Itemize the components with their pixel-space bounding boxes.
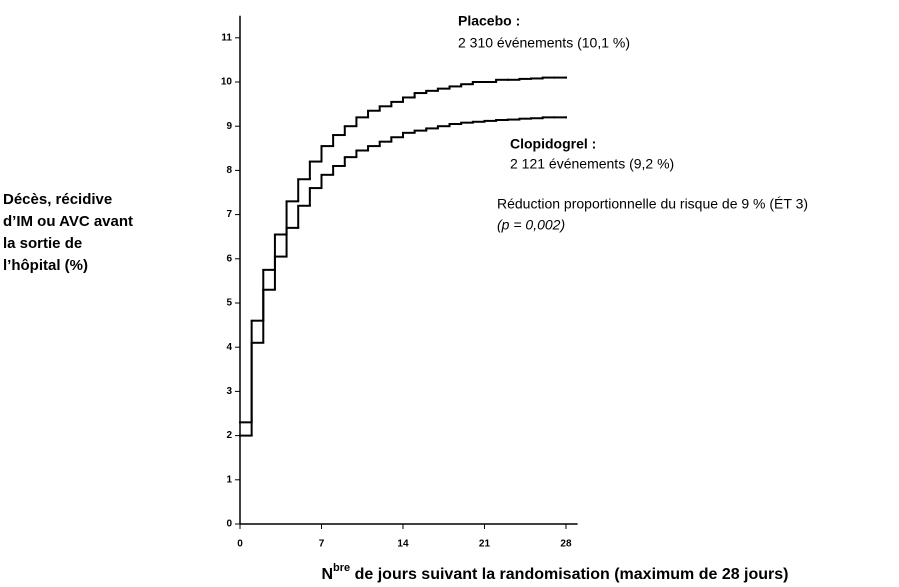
x-tick-label: 0	[237, 539, 243, 550]
y-tick-label: 9	[226, 121, 232, 132]
x-tick-label: 14	[397, 539, 409, 550]
series-label: Placebo :	[458, 13, 520, 29]
y-tick-label: 11	[221, 32, 232, 43]
x-tick-label: 7	[319, 539, 325, 550]
x-label-superscript: bre	[333, 562, 350, 574]
y-tick-label: 7	[226, 209, 232, 220]
x-label-part: N	[321, 566, 333, 583]
y-label-line: d’IM ou AVC avant	[3, 213, 133, 230]
y-tick-label: 6	[226, 253, 232, 264]
annotation: Réduction proportionnelle du risque de 9…	[497, 196, 808, 212]
y-tick-label: 3	[226, 386, 232, 397]
y-label-line: l’hôpital (%)	[3, 257, 88, 274]
y-tick-label: 2	[226, 430, 232, 441]
y-tick-label: 5	[226, 298, 232, 309]
x-label-part: de jours suivant la randomisation (maxim…	[350, 566, 788, 583]
y-tick-label: 0	[226, 519, 232, 530]
y-axis-label: Décès, récidive d’IM ou AVC avant la sor…	[3, 191, 133, 274]
series-label: Clopidogrel :	[510, 136, 596, 152]
y-tick-label: 4	[226, 342, 232, 353]
series-annotation: 2 310 événements (10,1 %)	[458, 35, 630, 51]
y-tick-label: 1	[226, 474, 232, 485]
y-tick-label: 10	[221, 77, 233, 88]
y-label-line: Décès, récidive	[3, 191, 112, 208]
x-axis-label: Nbre de jours suivant la randomisation (…	[321, 562, 788, 583]
x-tick-label: 28	[560, 539, 572, 550]
y-tick-label: 8	[226, 165, 232, 176]
x-tick-label: 21	[479, 539, 491, 550]
y-label-line: la sortie de	[3, 235, 82, 252]
series-annotation: 2 121 événements (9,2 %)	[510, 156, 674, 172]
annotation: (p = 0,002)	[497, 217, 565, 233]
